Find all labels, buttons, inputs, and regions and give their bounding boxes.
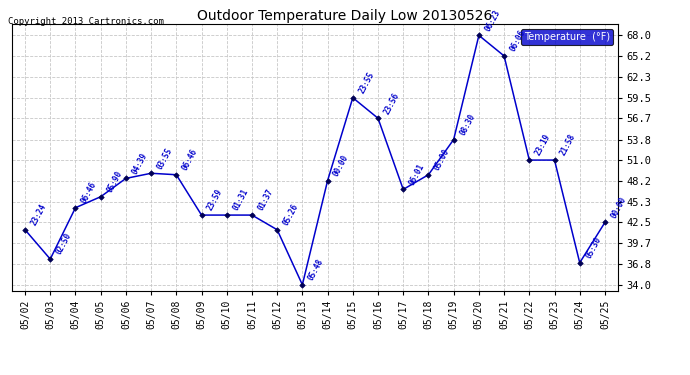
Text: 06:23: 06:23 bbox=[483, 8, 502, 33]
Text: 23:56: 23:56 bbox=[382, 91, 401, 116]
Text: Outdoor Temperature Daily Low 20130526: Outdoor Temperature Daily Low 20130526 bbox=[197, 9, 493, 23]
Text: 05:00: 05:00 bbox=[433, 147, 451, 172]
Text: Copyright 2013 Cartronics.com: Copyright 2013 Cartronics.com bbox=[8, 17, 164, 26]
Text: 23:59: 23:59 bbox=[206, 188, 224, 212]
Text: 21:58: 21:58 bbox=[559, 133, 578, 157]
Text: 23:19: 23:19 bbox=[533, 133, 552, 157]
Text: 05:48: 05:48 bbox=[306, 257, 326, 282]
Text: 03:55: 03:55 bbox=[155, 146, 174, 171]
Text: 06:06: 06:06 bbox=[509, 28, 527, 53]
Text: 00:00: 00:00 bbox=[609, 195, 628, 220]
Text: 05:30: 05:30 bbox=[584, 236, 602, 260]
Text: 06:46: 06:46 bbox=[181, 147, 199, 172]
Text: 06:01: 06:01 bbox=[407, 162, 426, 187]
Text: 08:30: 08:30 bbox=[458, 112, 477, 137]
Text: 02:50: 02:50 bbox=[55, 232, 73, 256]
Text: 04:39: 04:39 bbox=[130, 151, 149, 176]
Text: 01:37: 01:37 bbox=[256, 188, 275, 212]
Text: 05:90: 05:90 bbox=[105, 170, 124, 194]
Text: 06:46: 06:46 bbox=[79, 180, 99, 205]
Text: 01:31: 01:31 bbox=[231, 188, 250, 212]
Text: 23:24: 23:24 bbox=[29, 202, 48, 227]
Text: 00:00: 00:00 bbox=[332, 153, 351, 178]
Text: 05:26: 05:26 bbox=[282, 202, 300, 227]
Text: 23:55: 23:55 bbox=[357, 70, 376, 95]
Legend: Temperature  (°F): Temperature (°F) bbox=[521, 29, 613, 45]
